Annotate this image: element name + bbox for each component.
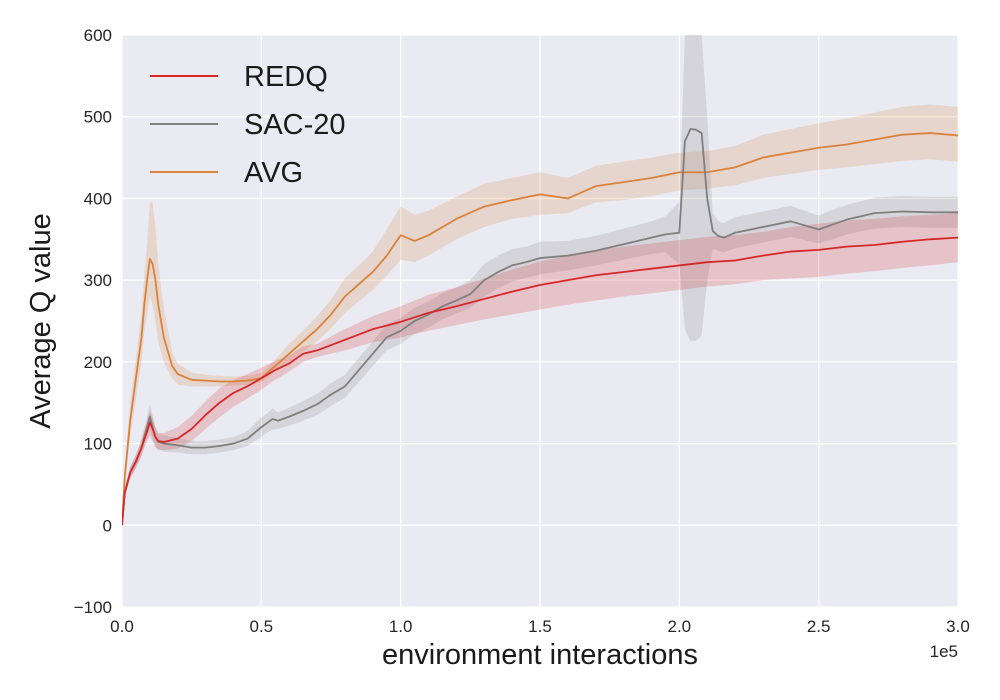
line-sac-20 bbox=[122, 128, 958, 526]
x-tick-label: 0.0 bbox=[110, 617, 134, 636]
x-axis-ticks: 0.0 0.5 1.0 1.5 2.0 2.5 3.0 bbox=[110, 617, 970, 636]
y-tick-label: 0 bbox=[103, 516, 112, 535]
legend: REDQ SAC-20 AVG bbox=[150, 61, 346, 189]
y-axis-label: Average Q value bbox=[25, 213, 57, 429]
grid-lines bbox=[121, 34, 959, 608]
series-lines bbox=[122, 128, 958, 526]
legend-label-avg: AVG bbox=[244, 157, 303, 189]
x-tick-label: 0.5 bbox=[250, 617, 274, 636]
x-tick-label: 2.0 bbox=[668, 617, 692, 636]
x-tick-label: 2.5 bbox=[807, 617, 831, 636]
x-tick-label: 1.5 bbox=[528, 617, 552, 636]
y-tick-label: 600 bbox=[84, 26, 112, 45]
x-axis-offset-label: 1e5 bbox=[930, 642, 958, 661]
line-avg bbox=[122, 132, 958, 526]
y-tick-label: 200 bbox=[84, 353, 112, 372]
y-tick-label: 100 bbox=[84, 435, 112, 454]
x-tick-label: 1.0 bbox=[389, 617, 413, 636]
y-tick-label: 400 bbox=[84, 189, 112, 208]
y-axis-ticks: −100 0 100 200 300 400 500 600 bbox=[74, 26, 112, 617]
y-tick-label: 500 bbox=[84, 108, 112, 127]
x-tick-label: 3.0 bbox=[946, 617, 970, 636]
y-tick-label: −100 bbox=[74, 598, 112, 617]
y-tick-label: 300 bbox=[84, 271, 112, 290]
legend-label-redq: REDQ bbox=[244, 61, 328, 93]
line-redq bbox=[122, 236, 958, 526]
legend-label-sac-20: SAC-20 bbox=[244, 109, 346, 141]
x-axis-label: environment interactions bbox=[382, 639, 698, 671]
band-avg bbox=[122, 104, 958, 526]
band-sac-20 bbox=[122, 35, 958, 526]
